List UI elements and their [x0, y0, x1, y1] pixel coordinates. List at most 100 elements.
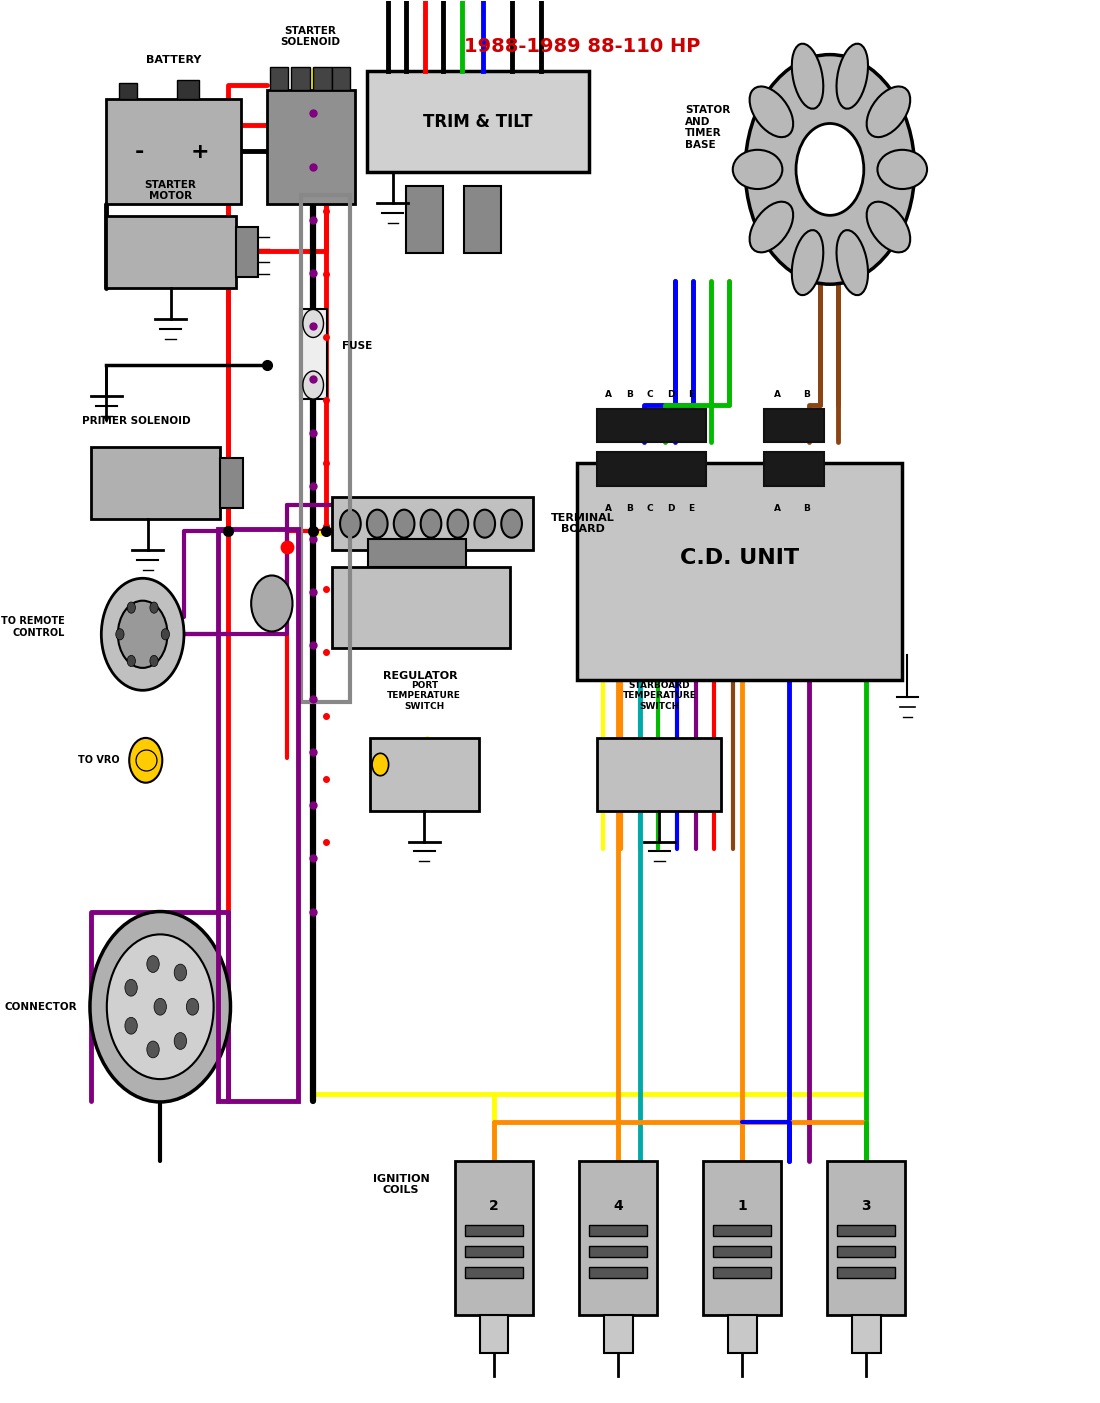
Ellipse shape [749, 87, 793, 137]
Bar [763, 408, 824, 442]
Bar [576, 463, 902, 680]
Circle shape [90, 912, 231, 1101]
Bar [454, 1160, 534, 1315]
Bar [314, 67, 332, 90]
Circle shape [394, 509, 415, 537]
Text: E: E [689, 390, 694, 400]
Circle shape [101, 578, 184, 690]
Circle shape [129, 738, 163, 783]
Bar [480, 1315, 508, 1352]
Circle shape [146, 1041, 160, 1058]
Text: B: B [626, 504, 632, 512]
Bar [270, 67, 288, 90]
Circle shape [128, 602, 135, 613]
Circle shape [174, 964, 187, 981]
Bar [597, 408, 706, 442]
Text: TO REMOTE
CONTROL: TO REMOTE CONTROL [1, 616, 65, 638]
Circle shape [125, 979, 138, 996]
Text: B: B [803, 504, 810, 512]
Text: D: D [667, 390, 674, 400]
Ellipse shape [792, 43, 823, 108]
Circle shape [302, 370, 323, 398]
Circle shape [125, 1017, 138, 1034]
Bar [703, 1160, 781, 1315]
Circle shape [150, 655, 158, 666]
Text: 2: 2 [490, 1198, 499, 1212]
Circle shape [302, 310, 323, 338]
Text: BATTERY: BATTERY [146, 55, 201, 65]
Circle shape [116, 629, 124, 640]
Text: B: B [803, 390, 810, 400]
Bar [367, 539, 466, 567]
Circle shape [107, 934, 213, 1079]
Text: A: A [605, 390, 613, 400]
Bar [107, 100, 241, 205]
Text: C: C [647, 504, 653, 512]
Circle shape [367, 509, 387, 537]
Text: 4: 4 [613, 1198, 623, 1212]
Bar [590, 1246, 647, 1257]
Circle shape [154, 999, 166, 1016]
Text: IGNITION
COILS: IGNITION COILS [373, 1174, 429, 1195]
Text: A: A [773, 390, 781, 400]
Circle shape [146, 955, 160, 972]
Bar [292, 67, 310, 90]
Text: 3: 3 [861, 1198, 871, 1212]
Ellipse shape [878, 150, 927, 189]
Bar [713, 1246, 771, 1257]
Bar [235, 227, 258, 278]
Bar [300, 195, 351, 702]
Text: CONNECTOR: CONNECTOR [4, 1002, 77, 1012]
Bar [837, 1267, 895, 1278]
Bar [837, 1225, 895, 1236]
Bar [713, 1225, 771, 1236]
Text: STARTER
SOLENOID: STARTER SOLENOID [280, 25, 341, 48]
Text: A: A [605, 504, 613, 512]
Ellipse shape [733, 150, 782, 189]
Bar [727, 1315, 757, 1352]
Text: 1: 1 [737, 1198, 747, 1212]
Bar [266, 90, 354, 205]
Text: FUSE: FUSE [342, 341, 373, 351]
Text: D: D [667, 504, 674, 512]
Bar [119, 83, 138, 100]
Bar [837, 1246, 895, 1257]
Bar [465, 1246, 522, 1257]
Text: REGULATOR: REGULATOR [383, 671, 458, 682]
Ellipse shape [867, 87, 910, 137]
Bar [590, 1267, 647, 1278]
Text: PRIMER SOLENOID: PRIMER SOLENOID [81, 417, 190, 427]
Bar [177, 80, 199, 100]
Bar [332, 67, 351, 90]
Bar [91, 446, 220, 519]
Circle shape [128, 655, 135, 666]
Bar [851, 1315, 880, 1352]
Circle shape [118, 600, 167, 668]
Circle shape [448, 509, 469, 537]
Bar [299, 310, 327, 398]
Text: +: + [190, 142, 209, 161]
Circle shape [745, 55, 915, 285]
Bar [332, 497, 534, 550]
Text: E: E [689, 504, 694, 512]
Circle shape [502, 509, 521, 537]
Circle shape [162, 629, 169, 640]
Circle shape [150, 602, 158, 613]
Bar [713, 1267, 771, 1278]
Circle shape [796, 123, 864, 215]
Bar [827, 1160, 905, 1315]
Ellipse shape [836, 230, 868, 295]
Text: TERMINAL
BOARD: TERMINAL BOARD [551, 513, 615, 535]
Ellipse shape [836, 43, 868, 108]
Bar [579, 1160, 658, 1315]
Bar [604, 1315, 632, 1352]
Circle shape [174, 1033, 187, 1049]
Bar [597, 738, 722, 811]
Circle shape [420, 509, 441, 537]
Text: C: C [647, 390, 653, 400]
Text: 1988-1989 88-110 HP: 1988-1989 88-110 HP [464, 36, 700, 56]
Text: C.D. UNIT: C.D. UNIT [680, 549, 799, 568]
Text: TRIM & TILT: TRIM & TILT [424, 112, 532, 130]
Bar [218, 529, 298, 1100]
Bar [367, 72, 590, 173]
